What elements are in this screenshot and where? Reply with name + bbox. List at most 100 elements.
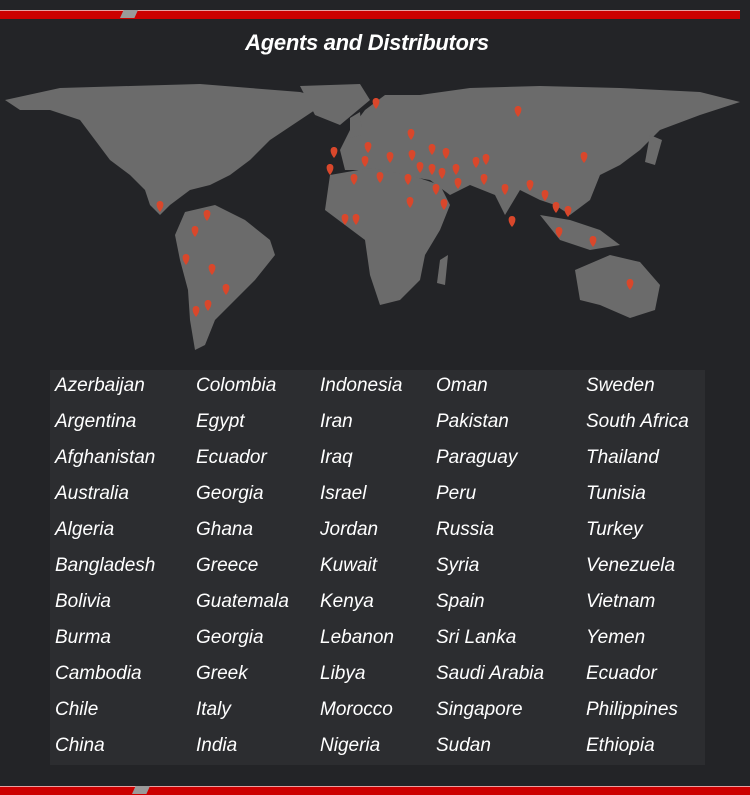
australia	[575, 255, 660, 318]
country-item: Venezuela	[586, 555, 676, 576]
map-pin-icon	[416, 162, 424, 173]
map-pin-icon	[442, 148, 450, 159]
country-item: Guatemala	[196, 591, 289, 612]
country-item: Turkey	[586, 519, 643, 540]
map-pin-icon	[501, 184, 509, 195]
map-pin-icon	[438, 168, 446, 179]
map-pin-icon	[406, 197, 414, 208]
map-pin-icon	[541, 190, 549, 201]
country-item: Colombia	[196, 375, 277, 396]
country-item: Russia	[436, 519, 495, 540]
map-pin-icon	[514, 106, 522, 117]
map-pin-icon	[626, 279, 634, 290]
country-item: Sudan	[436, 735, 491, 756]
map-pin-icon	[408, 150, 416, 161]
logo-mark-icon	[120, 10, 138, 18]
country-item: Sweden	[586, 375, 655, 396]
country-item: Kuwait	[320, 555, 378, 576]
country-item: Paraguay	[436, 447, 518, 468]
south-america	[175, 205, 275, 350]
map-pin-icon	[452, 164, 460, 175]
country-item: Kenya	[320, 591, 374, 612]
country-item: Indonesia	[320, 375, 403, 396]
country-item: Oman	[436, 375, 488, 396]
map-pin-icon	[526, 180, 534, 191]
map-pin-icon	[208, 264, 216, 275]
country-item: Afghanistan	[55, 447, 156, 468]
map-pin-icon	[376, 172, 384, 183]
country-item: Libya	[320, 663, 366, 684]
map-pin-icon	[352, 214, 360, 225]
map-pin-icon	[552, 202, 560, 213]
country-item: Nigeria	[320, 735, 381, 756]
map-pin-icon	[404, 174, 412, 185]
map-pin-icon	[386, 152, 394, 163]
country-item: Morocco	[320, 699, 393, 720]
country-item: Bangladesh	[55, 555, 156, 576]
page-title: Agents and Distributors	[245, 30, 489, 55]
map-pin-icon	[580, 152, 588, 163]
map-pin-icon	[564, 206, 572, 217]
country-item: Saudi Arabia	[436, 663, 545, 684]
africa	[325, 168, 450, 305]
continents	[5, 84, 740, 350]
map-pin-icon	[440, 199, 448, 210]
top-accent-bar	[0, 10, 740, 19]
north-america	[5, 84, 330, 215]
map-pin-icon	[191, 226, 199, 237]
map-pin-icon	[350, 174, 358, 185]
map-pin-icon	[432, 184, 440, 195]
country-item: Chile	[55, 699, 99, 720]
country-item: Ecuador	[586, 663, 657, 684]
country-item: Ghana	[196, 519, 254, 540]
country-item: Spain	[436, 591, 485, 612]
map-pin-icon	[203, 210, 211, 221]
country-item: Sri Lanka	[436, 627, 517, 648]
map-pin-icon	[472, 157, 480, 168]
map-pin-icon	[482, 154, 490, 165]
map-pin-icon	[330, 147, 338, 158]
uk	[350, 112, 362, 138]
madagascar	[437, 255, 448, 285]
country-item: Azerbaijan	[55, 375, 145, 396]
country-item: Italy	[196, 699, 231, 720]
logo-mark-icon	[132, 786, 150, 794]
map-pin-icon	[372, 98, 380, 109]
map-pin-icon	[222, 284, 230, 295]
country-item: Georgia	[196, 483, 264, 504]
map-pin-icon	[407, 129, 415, 140]
map-pin-icon	[341, 214, 349, 225]
country-item: Tunisia	[586, 483, 646, 504]
map-pin-icon	[480, 174, 488, 185]
country-item: Cambodia	[55, 663, 142, 684]
country-item: Algeria	[55, 519, 115, 540]
map-pin-icon	[428, 144, 436, 155]
country-item: Ethiopia	[586, 735, 655, 756]
map-pin-icon	[508, 216, 516, 227]
country-item: Pakistan	[436, 411, 509, 432]
country-item: Bolivia	[55, 591, 111, 612]
country-item: Yemen	[586, 627, 646, 648]
country-item: Thailand	[586, 447, 659, 468]
country-item: Peru	[436, 483, 477, 504]
marker-layer	[156, 98, 634, 317]
greenland	[300, 84, 370, 125]
country-item: Burma	[55, 627, 111, 648]
map-pin-icon	[182, 254, 190, 265]
country-item: Jordan	[320, 519, 379, 540]
country-item: Israel	[320, 483, 367, 504]
map-pin-icon	[326, 164, 334, 175]
country-item: China	[55, 735, 105, 756]
country-item: India	[196, 735, 238, 756]
country-item: Argentina	[55, 411, 137, 432]
country-item: South Africa	[586, 411, 689, 432]
map-pin-icon	[204, 300, 212, 311]
country-item: Greek	[196, 663, 248, 684]
japan	[645, 135, 662, 165]
map-pin-icon	[364, 142, 372, 153]
map-pin-icon	[361, 156, 369, 167]
europe-asia	[340, 86, 740, 215]
map-pin-icon	[192, 306, 200, 317]
country-item: Philippines	[586, 699, 678, 720]
map-pin-icon	[555, 227, 563, 238]
